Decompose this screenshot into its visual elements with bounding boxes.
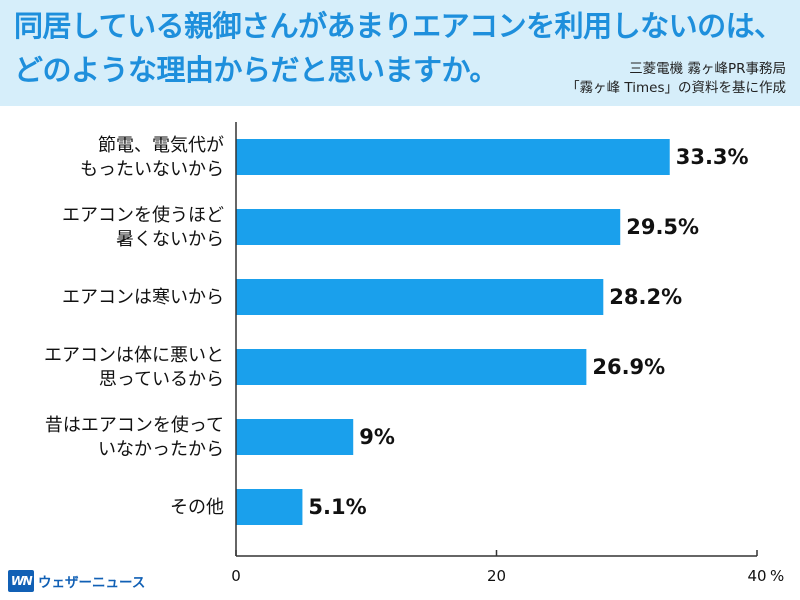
category-label: エアコンを使うほど: [62, 205, 224, 226]
bar: [236, 209, 621, 245]
chart-title-line-2: どのような理由からだと思いますか。: [14, 53, 498, 87]
bar: [236, 349, 587, 385]
source-line-1: 三菱電機 霧ヶ峰PR事務局: [629, 61, 786, 77]
bar-value-label: 33.3%: [676, 145, 749, 169]
bar: [236, 489, 303, 525]
bar: [236, 139, 670, 175]
bar-value-label: 5.1%: [308, 495, 366, 519]
category-label: 昔はエアコンを使って: [45, 415, 224, 436]
category-label: エアコンは体に悪いと: [44, 345, 224, 366]
weathernews-logo-text: ウェザーニュース: [38, 575, 146, 591]
chart-header: 同居している親御さんがあまりエアコンを利用しないのは、 どのような理由からだと思…: [0, 0, 800, 106]
category-label: エアコンは寒いから: [62, 287, 224, 308]
category-label: 節電、電気代が: [98, 135, 224, 156]
category-label: もったいないから: [80, 159, 224, 180]
category-label: その他: [170, 497, 224, 518]
bar-value-label: 9%: [359, 425, 395, 449]
category-label: 暑くないから: [116, 229, 224, 250]
bar: [236, 279, 604, 315]
weathernews-logo: WN ウェザーニュース: [8, 568, 145, 594]
bar-value-label: 26.9%: [592, 355, 665, 379]
weathernews-logo-icon: WN: [8, 570, 34, 592]
category-label: 思っているから: [99, 369, 224, 390]
bar-value-label: 29.5%: [626, 215, 699, 239]
chart-title-line-1: 同居している親御さんがあまりエアコンを利用しないのは、: [14, 9, 783, 43]
x-tick-label: 20: [487, 567, 506, 585]
x-axis-unit: %: [770, 567, 784, 585]
bar: [236, 419, 354, 455]
source-line-2: 「霧ヶ峰 Times」の資料を基に作成: [566, 80, 786, 96]
x-tick-label: 40: [747, 567, 766, 585]
category-label: いなかったから: [98, 439, 224, 460]
x-tick-label: 0: [231, 567, 241, 585]
bar-value-label: 28.2%: [609, 285, 682, 309]
